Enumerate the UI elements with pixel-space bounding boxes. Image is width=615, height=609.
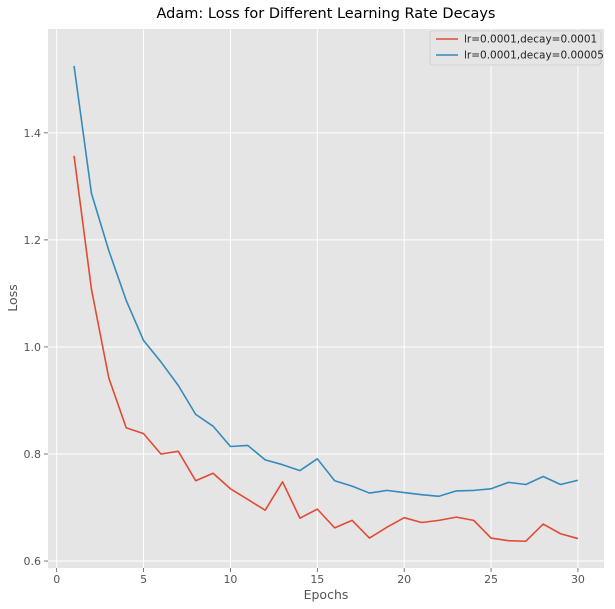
legend-label-decay-0.0001: lr=0.0001,decay=0.0001 <box>464 34 597 46</box>
y-tick-label: 1.2 <box>24 234 42 247</box>
y-tick-label: 1.0 <box>24 341 42 354</box>
series-line-0 <box>73 155 579 543</box>
legend-box <box>429 30 602 66</box>
y-tick-label: 1.4 <box>24 127 42 140</box>
x-tick-label: 5 <box>140 573 147 586</box>
y-tick-label: 0.8 <box>24 448 42 461</box>
series-line-1 <box>73 65 579 498</box>
plot-area <box>48 29 604 568</box>
x-tick-label: 0 <box>53 573 60 586</box>
legend-label-decay-0.00005: lr=0.0001,decay=0.00005 <box>464 50 604 62</box>
x-tick-label: 30 <box>571 573 585 586</box>
series-lines <box>73 65 579 543</box>
x-tick-label: 10 <box>223 573 237 586</box>
x-axis-label: Epochs <box>304 587 349 602</box>
y-axis-ticks: 0.6 0.8 1.0 1.2 1.4 <box>24 127 48 568</box>
x-tick-label: 20 <box>397 573 411 586</box>
chart-title: Adam: Loss for Different Learning Rate D… <box>157 6 496 22</box>
y-tick-label: 0.6 <box>24 555 42 568</box>
x-tick-label: 15 <box>310 573 324 586</box>
y-axis-label: Loss <box>5 284 20 311</box>
grid <box>48 29 604 568</box>
x-tick-label: 25 <box>484 573 498 586</box>
x-axis-ticks: 0 5 10 15 20 25 30 <box>53 568 585 586</box>
legend: lr=0.0001,decay=0.0001 lr=0.0001,decay=0… <box>429 30 604 66</box>
